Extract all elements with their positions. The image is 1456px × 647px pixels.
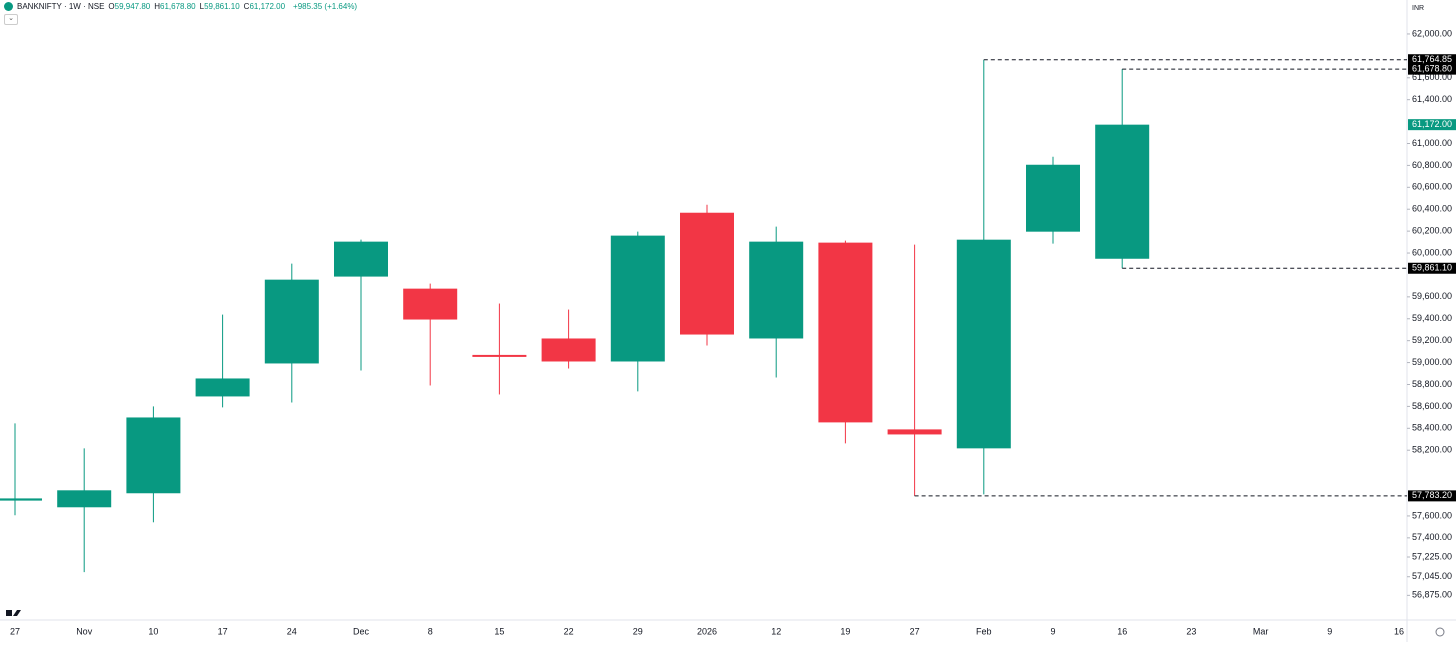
y-tick-label: 58,800.00 (1412, 379, 1452, 389)
candle-body (0, 498, 42, 501)
candle-body (680, 212, 734, 335)
ohlc-label: H (154, 2, 161, 11)
x-tick-label: 16 (1117, 626, 1127, 636)
y-tick-label: 59,400.00 (1412, 313, 1452, 323)
x-tick-label: 9 (1327, 626, 1332, 636)
candle-body (126, 417, 181, 494)
price-label: 59,861.10 (1412, 263, 1452, 273)
y-tick-label: 60,800.00 (1412, 160, 1452, 170)
ohlc: O59,947.80 H61,678.80 L59,861.10 C61,172.00 (108, 2, 289, 11)
x-tick-label: Feb (976, 626, 992, 636)
y-tick-label: 57,045.00 (1412, 571, 1452, 581)
x-tick-label: 22 (564, 626, 574, 636)
x-tick-label: 2026 (697, 626, 717, 636)
x-tick-label: 16 (1394, 626, 1404, 636)
ohlc-value: 59,861.10 (204, 2, 240, 11)
candle-body (334, 241, 388, 277)
x-tick-label: 19 (840, 626, 850, 636)
y-tick-label: 57,600.00 (1412, 510, 1452, 520)
x-tick-label: Mar (1253, 626, 1269, 636)
ohlc-label: L (199, 2, 205, 11)
candle-body (195, 378, 250, 397)
x-tick-label: 8 (428, 626, 433, 636)
price-label: 61,764.85 (1412, 54, 1452, 64)
x-tick-label: 29 (633, 626, 643, 636)
ohlc-label: C (243, 2, 250, 11)
change: +985.35 (+1.64%) (293, 2, 358, 11)
x-tick-label: 10 (148, 626, 158, 636)
x-tick-label: 15 (494, 626, 504, 636)
candle-body (264, 279, 319, 364)
settings-icon[interactable] (1435, 627, 1445, 637)
candle-body (887, 429, 942, 435)
y-tick-label: 62,000.00 (1412, 28, 1452, 38)
y-tick-label: 60,000.00 (1412, 247, 1452, 257)
ohlc-item: L59,861.10 (200, 2, 240, 11)
y-tick-label: 61,600.00 (1412, 72, 1452, 82)
x-tick-label: 23 (1186, 626, 1196, 636)
ohlc-value: 59,947.80 (114, 2, 151, 11)
x-tick-label: 27 (10, 626, 20, 636)
y-tick-label: 61,000.00 (1412, 138, 1452, 148)
y-tick-label: 59,000.00 (1412, 357, 1452, 367)
x-tick-label: Dec (353, 626, 370, 636)
x-tick-label: 9 (1050, 626, 1055, 636)
symbol: BANKNIFTY · 1W · NSE (17, 2, 105, 11)
candle-body (472, 354, 527, 357)
y-tick-label: 56,875.00 (1412, 590, 1452, 600)
candle-body (818, 242, 873, 423)
candle-body (541, 338, 596, 362)
symbol-icon (4, 2, 13, 11)
y-tick-label: 58,400.00 (1412, 423, 1452, 433)
price-label: 61,172.00 (1412, 119, 1452, 129)
ohlc-item: C61,172.00 (244, 2, 285, 11)
ohlc-label: O (108, 2, 115, 11)
y-tick-label: 58,200.00 (1412, 445, 1452, 455)
price-label: 61,678.80 (1412, 64, 1452, 74)
y-tick-label: 59,200.00 (1412, 335, 1452, 345)
x-tick-label: 27 (910, 626, 920, 636)
candle-body (403, 288, 458, 320)
y-tick-label: 59,600.00 (1412, 291, 1452, 301)
ohlc-value: 61,172.00 (249, 2, 286, 11)
candle-body (1026, 164, 1080, 232)
y-tick-label: 57,400.00 (1412, 532, 1452, 542)
price-label: 57,783.20 (1412, 490, 1452, 500)
candle-body (1095, 124, 1150, 259)
y-tick-label: 60,600.00 (1412, 182, 1452, 192)
x-tick-label: 24 (287, 626, 297, 636)
candle-body (610, 235, 665, 362)
ohlc-item: H61,678.80 (154, 2, 195, 11)
collapse-button[interactable]: ⌄ (4, 14, 18, 25)
x-tick-label: 12 (771, 626, 781, 636)
ohlc-value: 61,678.80 (160, 2, 196, 11)
price-label-bg (1408, 490, 1456, 502)
y-tick-label: 58,600.00 (1412, 401, 1452, 411)
candle-body (956, 239, 1011, 449)
price-label-bg (1408, 63, 1456, 75)
price-label-bg (1408, 54, 1456, 66)
y-tick-label: 60,200.00 (1412, 226, 1452, 236)
candle-body (749, 241, 804, 339)
price-label-bg (1408, 262, 1456, 274)
price-label-bg (1408, 119, 1456, 131)
x-tick-label: 17 (218, 626, 228, 636)
x-tick-label: Nov (76, 626, 93, 636)
currency: INR (1412, 5, 1424, 12)
candle-body (57, 490, 112, 508)
tv-logo (6, 610, 21, 616)
y-tick-label: 60,400.00 (1412, 204, 1452, 214)
ohlc-item: O59,947.80 (108, 2, 150, 11)
legend-header: BANKNIFTY · 1W · NSE O59,947.80 H61,678.8… (4, 2, 357, 11)
y-tick-label: 61,400.00 (1412, 94, 1452, 104)
y-tick-label: 57,225.00 (1412, 551, 1452, 561)
